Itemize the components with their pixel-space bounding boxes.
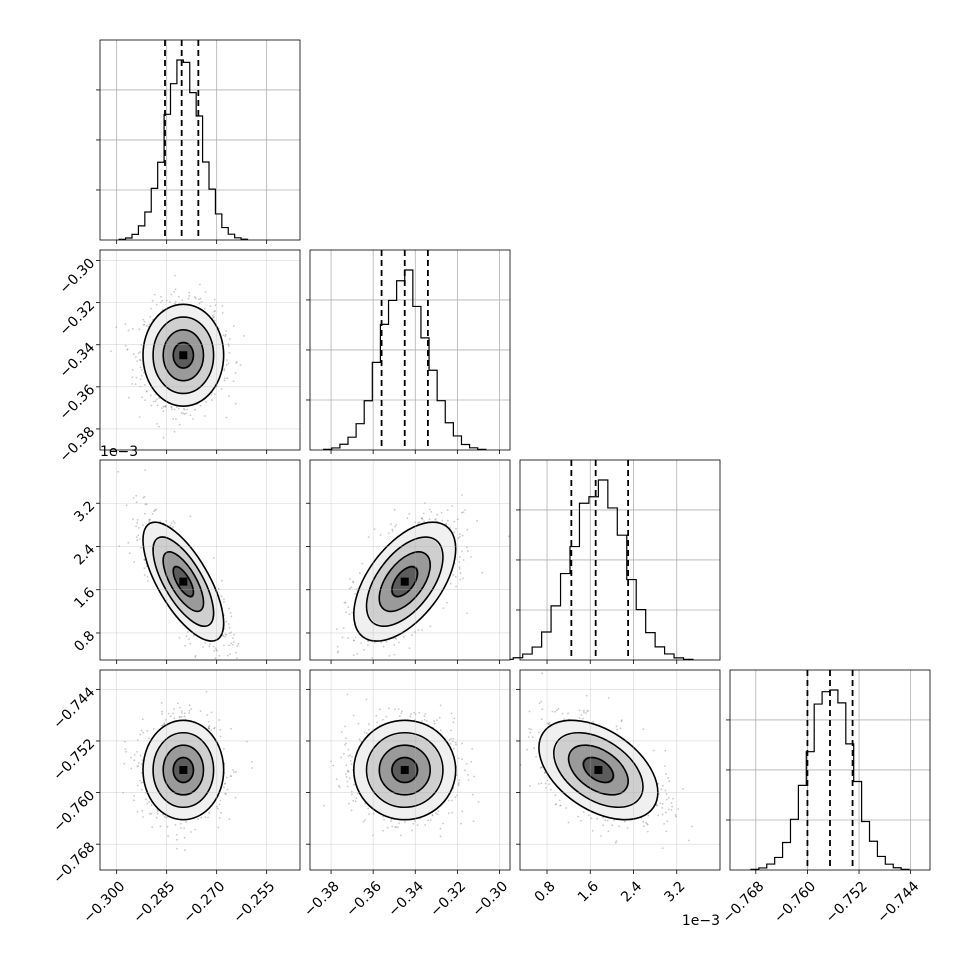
x-tick-label: −0.768 — [720, 878, 768, 926]
x-tick-label: 1.6 — [575, 878, 602, 905]
y-tick-label: −0.760 — [50, 788, 98, 836]
contour-line — [365, 731, 444, 809]
contour-line — [378, 744, 432, 796]
panel-frame — [309, 669, 511, 871]
x-tick-label: −0.38 — [301, 878, 343, 920]
density-peak — [179, 766, 188, 774]
y-tick-label: −0.34 — [57, 340, 99, 382]
contour-line — [552, 731, 644, 809]
y-tick-label: −0.36 — [57, 382, 99, 424]
y-tick-label: −0.30 — [57, 256, 99, 298]
hist-panel-3 — [726, 669, 931, 874]
y-tick-label: 0.8 — [71, 628, 98, 655]
hist-panel-2 — [503, 459, 721, 664]
contour-line — [582, 756, 615, 784]
panel-frame — [99, 459, 301, 661]
contour-line — [162, 744, 205, 796]
contour-line — [172, 756, 195, 784]
scatter-panel-3-2 — [516, 669, 721, 874]
x-tick-label: 2.4 — [618, 878, 645, 905]
x-tick-label: 3.2 — [661, 878, 688, 905]
y-tick-label: 2.4 — [71, 541, 98, 568]
contour-line — [172, 341, 195, 369]
x-tick-label: −0.32 — [427, 878, 469, 920]
x-tick-label: −0.744 — [874, 878, 922, 926]
contour-line — [391, 756, 419, 784]
contour-line — [352, 521, 457, 642]
y-tick-label: −0.38 — [57, 424, 99, 466]
y-tick-label: −0.768 — [50, 839, 98, 887]
contour-line — [152, 316, 215, 395]
x-tick-label: −0.36 — [343, 878, 385, 920]
x-tick-label: −0.30 — [470, 878, 512, 920]
hist-panel-1 — [306, 249, 511, 454]
scatter-panel-3-1 — [306, 669, 511, 874]
density-peak — [594, 766, 603, 774]
x-tick-label: −0.255 — [230, 878, 278, 926]
y-tick-label: 1.6 — [71, 585, 98, 612]
density-peak — [400, 577, 409, 586]
y-tick-label: −0.32 — [57, 298, 99, 340]
x-scale-factor: 1e−3 — [682, 913, 720, 929]
scatter-panel-2-1 — [306, 459, 511, 664]
contour-line — [538, 719, 659, 821]
density-peak — [179, 351, 188, 360]
x-tick-label: 0.8 — [532, 878, 559, 905]
contour-line — [142, 303, 225, 408]
contour-line — [378, 551, 432, 613]
y-tick-label: −0.744 — [50, 684, 98, 732]
x-tick-label: −0.34 — [385, 878, 427, 920]
contour-line — [172, 565, 195, 598]
x-tick-label: −0.300 — [80, 878, 128, 926]
x-tick-label: −0.285 — [130, 878, 178, 926]
histogram-step — [503, 479, 694, 660]
x-tick-label: −0.752 — [823, 878, 871, 926]
hist-panel-0 — [96, 39, 301, 244]
scatter-panel-2-0 — [96, 459, 301, 664]
y-tick-label: 3.2 — [71, 498, 98, 525]
contour-line — [142, 719, 225, 821]
scatter-panel-1-0 — [96, 249, 301, 454]
x-tick-label: −0.760 — [771, 878, 819, 926]
scatter-panel-3-0 — [96, 669, 301, 874]
y-tick-label: −0.752 — [50, 736, 98, 784]
panel-frame — [99, 669, 301, 871]
contour-line — [352, 719, 457, 821]
panel-frame — [519, 669, 721, 871]
contour-line — [162, 328, 205, 382]
contour-line — [152, 731, 215, 809]
contour-line — [142, 521, 225, 642]
histogram-step — [118, 59, 249, 240]
panel-frame — [99, 249, 301, 451]
density-peak — [179, 577, 188, 586]
density-peak — [400, 766, 409, 774]
y-scale-factor: 1e−3 — [100, 444, 138, 460]
panel-frame — [309, 459, 511, 661]
x-tick-label: −0.270 — [180, 878, 228, 926]
contour-line — [567, 744, 629, 796]
